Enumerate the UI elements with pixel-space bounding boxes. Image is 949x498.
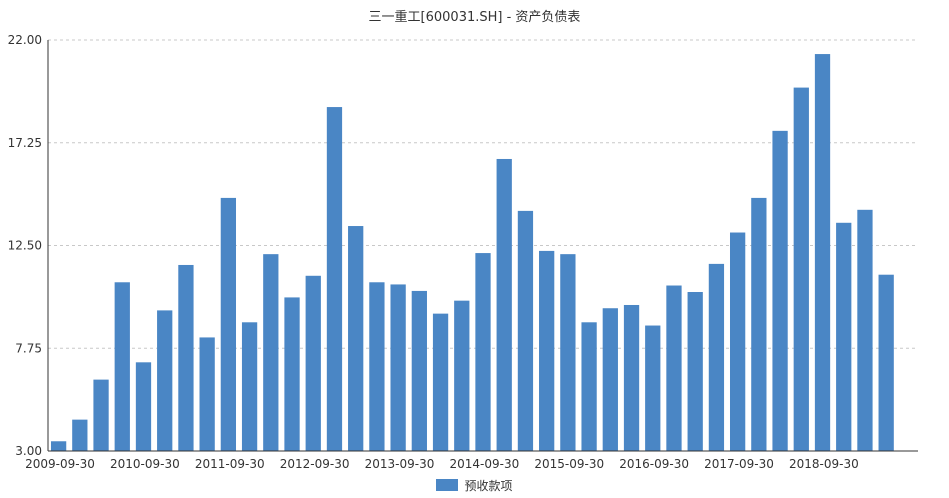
y-tick-label: 17.25: [8, 136, 42, 150]
x-tick-label: 2012-09-30: [280, 457, 350, 471]
bar: [602, 308, 618, 451]
bar: [836, 222, 852, 451]
x-tick-label: 2016-09-30: [619, 457, 689, 471]
bar: [454, 300, 470, 451]
bars: [50, 54, 894, 452]
x-tick-label: 2011-09-30: [195, 457, 265, 471]
bar: [645, 325, 661, 451]
bar: [178, 264, 194, 451]
bar: [581, 322, 597, 451]
bar: [326, 107, 343, 451]
bar: [284, 297, 300, 451]
y-tick-label: 7.75: [15, 341, 42, 355]
bar: [857, 209, 873, 451]
bar: [814, 54, 831, 452]
bar: [708, 263, 725, 451]
bar: [623, 304, 640, 451]
bar: [687, 292, 703, 451]
bar: [539, 250, 555, 451]
tick-labels: 3.00 7.75 12.50 17.25 22.00 2009-09-30 2010-09…: [8, 33, 859, 471]
bar: [793, 87, 809, 451]
bar: [199, 337, 215, 451]
legend-swatch: [436, 479, 459, 491]
y-tick-label: 3.00: [15, 444, 42, 458]
legend-label: 预收款项: [464, 479, 513, 493]
x-tick-label: 2014-09-30: [450, 457, 520, 471]
x-tick-label: 2013-09-30: [365, 457, 435, 471]
bar: [72, 419, 88, 451]
bar: [241, 322, 258, 451]
bar: [390, 284, 406, 451]
y-tick-label: 22.00: [8, 33, 42, 47]
bar: [517, 210, 534, 451]
bar: [114, 282, 130, 451]
x-tick-label: 2015-09-30: [534, 457, 604, 471]
bar: [475, 253, 491, 451]
bar: [50, 441, 67, 451]
bar: [93, 379, 109, 451]
y-tick-label: 12.50: [8, 239, 42, 253]
x-tick-label: 2018-09-30: [789, 457, 859, 471]
bar: [348, 226, 364, 451]
bar: [772, 130, 788, 451]
x-tick-label: 2010-09-30: [110, 457, 180, 471]
bar: [135, 362, 152, 451]
bar: [305, 275, 321, 451]
bar: [729, 232, 746, 451]
bar: [751, 197, 767, 451]
legend[interactable]: 预收款项: [0, 477, 949, 494]
x-tick-label: 2009-09-30: [25, 457, 95, 471]
bar: [496, 158, 512, 451]
bar: [157, 310, 173, 451]
x-tick-label: 2017-09-30: [704, 457, 774, 471]
bar: [878, 274, 894, 451]
bar: [432, 313, 449, 451]
bar: [560, 254, 576, 451]
bar: [369, 282, 385, 451]
bar: [220, 197, 237, 451]
bar: [263, 254, 279, 451]
axes: [47, 40, 918, 452]
bar: [666, 285, 682, 451]
bar: [411, 290, 427, 451]
chart-title: 三一重工[600031.SH] - 资产负债表: [368, 10, 581, 25]
